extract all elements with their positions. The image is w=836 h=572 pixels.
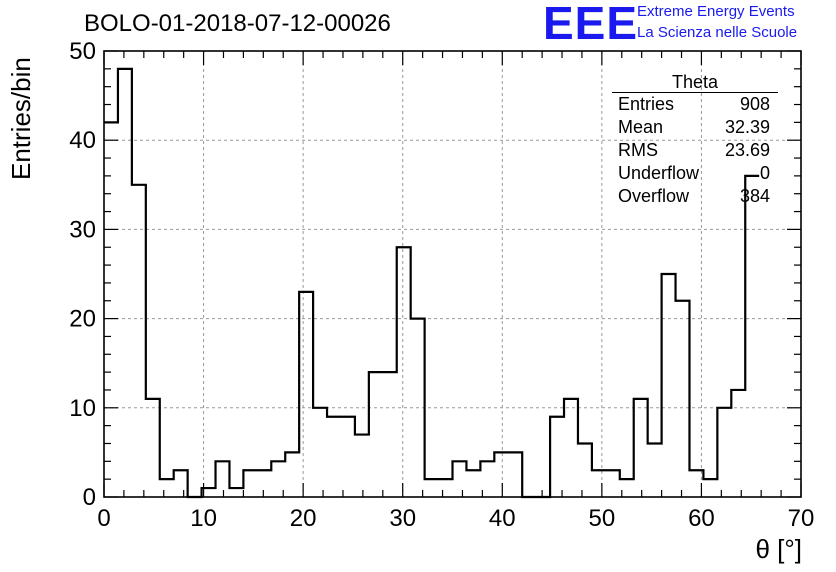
histogram-bin	[606, 470, 620, 497]
histogram-bin	[243, 470, 257, 497]
y-tick-labels: 0 10 20 30 40 50	[69, 38, 96, 511]
histogram-bin	[717, 408, 731, 497]
histogram-bin	[327, 417, 341, 497]
x-tick-label: 0	[97, 505, 110, 532]
x-tick-labels: 0 10 20 30 40 50 60 70	[97, 505, 814, 532]
histogram-bin	[592, 470, 606, 497]
histogram-bin	[174, 470, 188, 497]
histogram-bin	[453, 461, 467, 497]
y-tick-label: 0	[83, 484, 96, 511]
y-tick-label: 20	[69, 306, 96, 333]
histogram-bin	[564, 399, 578, 497]
histogram-bin	[550, 417, 564, 497]
histogram-bin	[466, 470, 480, 497]
histogram-bin	[676, 301, 690, 497]
x-axis-label: θ [°]	[755, 534, 802, 564]
x-tick-label: 20	[290, 505, 317, 532]
histogram-bin	[634, 399, 648, 497]
plot-frame	[103, 50, 802, 498]
histogram-bin	[257, 470, 271, 497]
stats-label: Mean	[618, 117, 664, 137]
histogram-bin	[355, 435, 369, 497]
x-tick-label: 30	[389, 505, 416, 532]
x-tick-label: 10	[190, 505, 217, 532]
histogram-bin	[397, 247, 411, 497]
stats-row-rms: RMS 23.69	[612, 139, 778, 162]
stats-value: 384	[739, 186, 770, 206]
histogram-bin	[369, 372, 383, 497]
stats-label: Underflow	[618, 163, 700, 183]
histogram-bin	[104, 122, 118, 497]
histogram-bin	[313, 408, 327, 497]
histogram-bin	[508, 452, 522, 497]
logo-line2: La Scienza nelle Scuole	[637, 24, 798, 41]
histogram-bin	[229, 488, 243, 497]
y-tick-label: 30	[69, 216, 96, 243]
y-tick-label: 10	[69, 395, 96, 422]
histogram-bin	[285, 452, 299, 497]
histogram-bin	[578, 443, 592, 497]
histogram-bin	[383, 372, 397, 497]
x-tick-label: 70	[788, 505, 815, 532]
histogram-bin	[425, 479, 439, 497]
stats-value: 32.39	[724, 117, 770, 137]
stats-value: 908	[739, 94, 770, 114]
histogram-bin	[703, 479, 717, 497]
stats-label: Overflow	[618, 186, 690, 206]
histogram-bin	[118, 69, 132, 497]
histogram-bin	[299, 292, 313, 497]
histogram-bin	[662, 274, 676, 497]
eee-logo: EEE	[543, 0, 639, 49]
grid-lines	[104, 51, 801, 497]
histogram-bin	[745, 176, 759, 497]
histogram-bin	[132, 185, 146, 497]
histogram-bin	[341, 417, 355, 497]
stats-box: Theta Entries 908 Mean 32.39 RMS 23.69 Unde…	[612, 72, 778, 208]
stats-label: RMS	[618, 140, 658, 160]
x-tick-label: 50	[589, 505, 616, 532]
logo-line1: Extreme Energy Events	[637, 3, 795, 20]
stats-value: 0	[759, 163, 770, 183]
stats-title: Theta	[612, 72, 778, 93]
stats-row-mean: Mean 32.39	[612, 116, 778, 139]
histogram-bin	[439, 479, 453, 497]
y-tick-label: 40	[69, 127, 96, 154]
axis-ticks	[103, 50, 802, 498]
histogram-outline	[104, 67, 760, 499]
histogram-bin	[731, 390, 745, 497]
y-tick-label: 50	[69, 38, 96, 65]
histogram-bin	[494, 452, 508, 497]
stats-label: Entries	[618, 94, 675, 114]
stats-value: 23.69	[724, 140, 770, 160]
stats-row-overflow: Overflow 384	[612, 185, 778, 208]
stats-row-underflow: Underflow 0	[612, 162, 778, 185]
chart-title: BOLO-01-2018-07-12-00026	[84, 10, 391, 37]
stats-row-entries: Entries 908	[612, 93, 778, 116]
histogram-bin	[146, 399, 160, 497]
y-axis-label: Entries/bin	[6, 57, 36, 180]
x-tick-label: 60	[688, 505, 715, 532]
histogram-bin	[648, 443, 662, 497]
histogram-bin	[216, 461, 230, 497]
histogram-bin	[160, 479, 174, 497]
x-tick-label: 40	[489, 505, 516, 532]
